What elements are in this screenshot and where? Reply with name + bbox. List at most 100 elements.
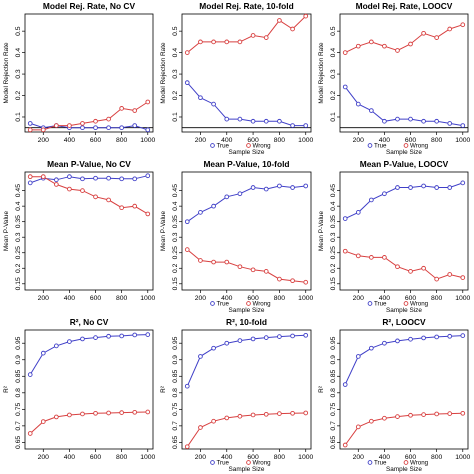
- panel-7: R², No CV 200 400 600 800 1000 0.65 0.7 0.75 0.8 0…: [3, 317, 156, 461]
- x-tick-label: 800: [431, 137, 443, 144]
- legend-marker-true: [210, 143, 215, 148]
- data-point-wrong: [355, 43, 361, 49]
- data-point-true: [342, 382, 348, 387]
- data-point-wrong: [80, 188, 85, 193]
- data-point-wrong: [40, 174, 46, 180]
- y-tick-label: 0.45: [330, 184, 337, 197]
- y-tick-label: 0.3: [15, 232, 22, 242]
- panel-title: Mean P-Value, LOOCV: [360, 159, 449, 169]
- data-point-true: [355, 101, 361, 107]
- legend-marker-true: [367, 460, 373, 465]
- data-point-true: [460, 180, 466, 186]
- x-tick-label: 400: [379, 295, 391, 302]
- plot-frame: [339, 329, 469, 450]
- series-line-true: [186, 82, 306, 127]
- data-point-true: [263, 118, 269, 124]
- data-point-true: [368, 345, 374, 351]
- data-point-true: [119, 333, 125, 339]
- data-point-true: [93, 175, 98, 181]
- data-point-true: [395, 338, 400, 344]
- data-point-true: [93, 335, 98, 340]
- x-tick-label: 800: [116, 454, 128, 461]
- x-tick-label: 400: [221, 454, 233, 461]
- y-tick-label: 0.9: [15, 355, 22, 365]
- data-point-wrong: [395, 48, 400, 53]
- x-tick-label: 400: [64, 137, 76, 144]
- data-point-wrong: [80, 121, 85, 126]
- data-point-true: [290, 333, 295, 339]
- data-point-true: [250, 118, 256, 124]
- panel-title: Model Rej. Rate, LOOCV: [356, 1, 453, 11]
- y-tick-label: 0.85: [330, 369, 337, 382]
- series-line-true: [344, 335, 463, 385]
- data-point-wrong: [184, 444, 190, 450]
- y-tick-label: 0.7: [172, 421, 179, 431]
- y-tick-label: 0.2: [172, 91, 179, 101]
- x-tick-label: 600: [405, 454, 417, 461]
- y-tick-label: 0.75: [15, 403, 22, 416]
- data-point-wrong: [342, 442, 348, 448]
- data-point-wrong: [303, 410, 309, 416]
- x-tick-label: 1000: [140, 454, 155, 461]
- data-point-wrong: [80, 411, 85, 417]
- series-line-true: [30, 122, 148, 131]
- series-line-true: [29, 334, 148, 375]
- data-point-wrong: [421, 265, 426, 271]
- data-point-wrong: [303, 13, 309, 19]
- data-point-wrong: [224, 39, 230, 45]
- legend-marker-wrong: [246, 460, 251, 465]
- y-axis-label: Model Rejection Rate: [160, 42, 167, 104]
- data-point-true: [382, 191, 387, 197]
- data-point-wrong: [198, 258, 203, 263]
- data-point-true: [40, 350, 46, 356]
- x-tick-label: 600: [247, 295, 259, 302]
- plot-frame: [181, 13, 312, 133]
- data-point-true: [145, 173, 151, 179]
- data-point-wrong: [237, 413, 243, 419]
- data-point-true: [447, 121, 453, 126]
- data-point-true: [395, 116, 400, 122]
- series-line-wrong: [186, 249, 306, 283]
- panel-2: Model Rej. Rate, 10-fold 200 400 600 800 1000…: [160, 1, 314, 156]
- series-line-wrong: [344, 24, 463, 54]
- series-line-wrong: [29, 411, 148, 434]
- data-point-true: [408, 116, 413, 122]
- data-point-wrong: [27, 431, 33, 436]
- x-tick-label: 1000: [298, 454, 313, 461]
- legend-label-wrong: Wrong: [410, 301, 429, 308]
- data-point-true: [27, 121, 33, 126]
- data-point-true: [211, 203, 216, 209]
- y-tick-label: 0.85: [15, 369, 22, 382]
- data-point-wrong: [421, 412, 426, 417]
- data-point-wrong: [395, 264, 400, 270]
- data-point-wrong: [119, 410, 125, 415]
- x-tick-label: 1000: [140, 137, 155, 144]
- x-tick-label: 1000: [298, 295, 313, 302]
- panel-title: Model Rej. Rate, No CV: [43, 1, 136, 11]
- data-point-true: [80, 125, 85, 131]
- x-axis-label: Sample Size: [229, 466, 265, 473]
- y-tick-label: 0.25: [172, 246, 179, 259]
- data-point-wrong: [106, 197, 111, 203]
- x-tick-label: 1000: [455, 137, 470, 144]
- data-point-true: [434, 334, 440, 340]
- x-tick-label: 600: [405, 295, 417, 302]
- legend-marker-wrong: [403, 460, 409, 465]
- data-point-wrong: [67, 186, 72, 192]
- data-point-true: [342, 84, 348, 90]
- data-point-true: [421, 335, 426, 341]
- y-tick-label: 0.2: [15, 263, 22, 273]
- data-point-true: [132, 332, 138, 338]
- data-point-wrong: [93, 118, 98, 124]
- data-point-true: [119, 176, 125, 182]
- y-axis-label: R²: [318, 386, 325, 393]
- data-point-wrong: [53, 414, 59, 420]
- data-point-true: [211, 345, 216, 351]
- legend-marker-wrong: [246, 301, 251, 306]
- data-point-wrong: [145, 99, 151, 105]
- data-point-wrong: [250, 33, 256, 38]
- data-point-true: [277, 183, 282, 189]
- y-tick-label: 0.4: [330, 201, 337, 211]
- data-point-true: [303, 183, 309, 189]
